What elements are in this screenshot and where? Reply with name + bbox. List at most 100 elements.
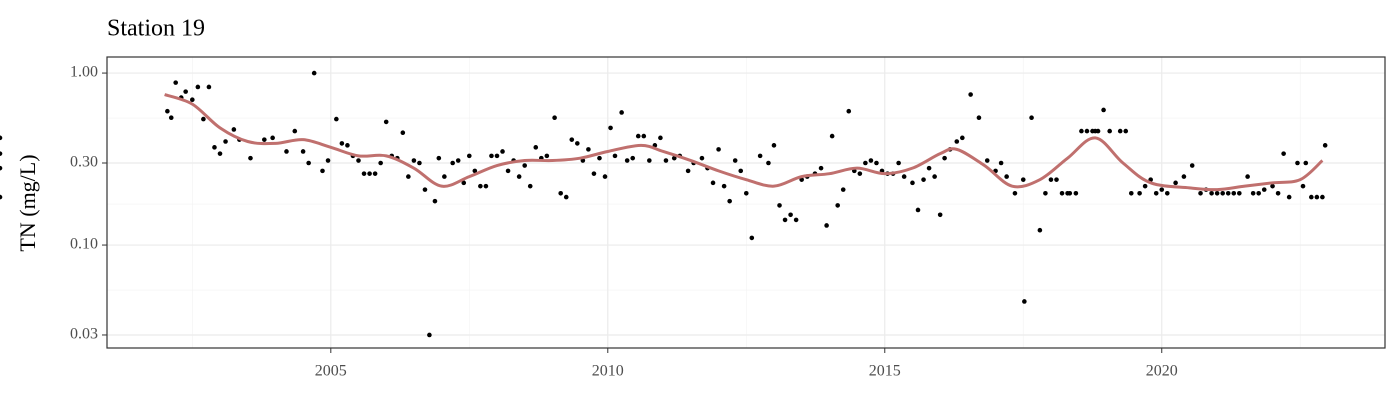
data-point — [799, 177, 804, 182]
data-point — [527, 183, 533, 189]
data-point — [575, 141, 580, 146]
data-point — [1189, 163, 1195, 168]
data-point — [793, 217, 799, 223]
x-tick-label: 2015 — [869, 363, 901, 380]
data-point — [1270, 183, 1275, 189]
data-point — [201, 116, 206, 122]
data-point — [217, 151, 223, 156]
data-point — [1320, 194, 1325, 200]
data-point — [339, 141, 345, 146]
y-tick-label: 1.00 — [70, 64, 98, 81]
data-point — [608, 125, 613, 131]
data-point — [190, 97, 195, 103]
data-point — [602, 174, 608, 179]
data-point — [1128, 190, 1134, 196]
data-point — [406, 174, 411, 179]
data-point — [436, 155, 442, 161]
data-point — [1079, 128, 1084, 134]
data-point — [168, 115, 174, 121]
data-point — [1048, 177, 1054, 182]
y-tick-label: 0.10 — [70, 236, 98, 253]
data-point — [868, 158, 874, 163]
data-point — [378, 160, 383, 166]
data-point — [552, 115, 557, 121]
data-point — [597, 155, 602, 161]
data-point — [1256, 190, 1261, 196]
data-point — [0, 165, 3, 171]
data-point — [788, 212, 793, 218]
data-point — [183, 89, 188, 94]
data-point — [896, 160, 901, 166]
data-point — [1209, 190, 1214, 196]
data-point — [824, 223, 829, 228]
data-point — [1117, 128, 1123, 134]
data-point — [292, 128, 298, 134]
data-point — [505, 168, 511, 174]
data-point — [1245, 174, 1250, 179]
data-point — [0, 135, 3, 141]
data-point — [591, 171, 597, 176]
data-point — [782, 217, 788, 223]
data-point — [1101, 107, 1106, 113]
data-point — [915, 207, 921, 213]
data-point — [461, 180, 467, 186]
data-point — [383, 119, 389, 125]
data-point — [1231, 190, 1237, 196]
data-point — [472, 168, 478, 174]
data-point — [1020, 177, 1026, 182]
data-point — [1137, 190, 1142, 196]
data-point — [1059, 190, 1065, 196]
data-point — [372, 171, 378, 176]
data-point — [1250, 190, 1256, 196]
data-point — [563, 194, 569, 200]
data-point — [1164, 190, 1170, 196]
data-point — [766, 160, 771, 166]
data-point — [489, 153, 494, 159]
data-point — [411, 158, 417, 163]
data-point — [345, 143, 350, 148]
data-point — [749, 235, 755, 241]
data-point — [1067, 190, 1073, 196]
data-point — [262, 137, 267, 142]
data-point — [427, 332, 432, 338]
data-point — [1043, 190, 1048, 196]
data-point — [1198, 190, 1203, 196]
data-point — [921, 177, 926, 182]
data-point — [1123, 128, 1129, 134]
data-point — [212, 145, 217, 150]
data-point — [658, 135, 663, 141]
data-point — [1037, 227, 1043, 233]
data-point — [522, 163, 527, 168]
data-point — [311, 70, 317, 76]
data-point — [1084, 128, 1090, 134]
data-point — [846, 108, 852, 114]
data-point — [417, 160, 422, 166]
data-point — [1220, 190, 1225, 196]
data-point — [671, 155, 677, 161]
data-point — [685, 168, 691, 174]
data-point — [325, 158, 331, 163]
data-point — [641, 133, 647, 139]
panel-border — [106, 56, 1386, 349]
data-point — [1261, 187, 1267, 192]
data-point — [624, 158, 630, 163]
trend-line — [164, 93, 1324, 192]
data-point — [874, 160, 879, 166]
y-tick-label: 0.30 — [70, 154, 98, 171]
data-point — [1004, 174, 1009, 179]
x-tick-label: 2005 — [315, 363, 347, 380]
data-point — [284, 149, 289, 154]
y-tick-label: 0.03 — [70, 326, 98, 343]
data-point — [954, 139, 960, 144]
data-point — [699, 155, 705, 161]
data-point — [721, 183, 727, 189]
data-point — [483, 183, 489, 189]
data-point — [300, 149, 306, 154]
data-point — [984, 158, 990, 163]
data-point — [1295, 160, 1300, 166]
data-point — [743, 190, 749, 196]
data-point — [1029, 115, 1034, 121]
data-point — [533, 145, 539, 150]
data-point — [0, 194, 3, 200]
data-point — [320, 168, 325, 174]
